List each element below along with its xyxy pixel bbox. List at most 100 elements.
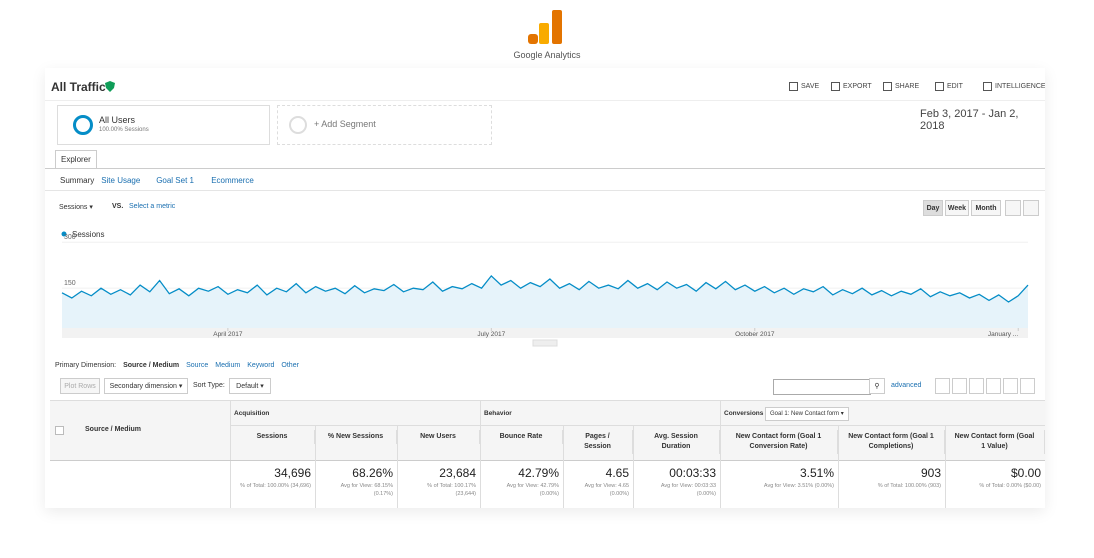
- explorer-tab[interactable]: Explorer: [55, 150, 97, 169]
- report-title: All Traffic: [51, 80, 106, 94]
- date-range[interactable]: Feb 3, 2017 - Jan 2, 2018: [920, 108, 1019, 132]
- action-icon: [831, 82, 840, 91]
- chart-type-button[interactable]: [1005, 200, 1021, 216]
- column-divider: [397, 425, 398, 508]
- add-segment-text: + Add Segment: [314, 119, 376, 129]
- column-header[interactable]: Bounce Rate: [480, 430, 563, 444]
- column-header[interactable]: % New Sessions: [315, 430, 397, 444]
- view-button[interactable]: [952, 378, 967, 394]
- sort-type-label: Sort Type:: [193, 382, 225, 389]
- totals-row-bg: [50, 460, 1045, 508]
- column-divider: [480, 425, 481, 508]
- analytics-panel: All Traffic All Users 100.00% Sessions +…: [45, 68, 1045, 508]
- total-value: 68.26%: [352, 466, 393, 480]
- period-button[interactable]: Week: [945, 200, 969, 216]
- column-header[interactable]: New Users: [397, 430, 480, 444]
- primary-dimension-bar: Primary Dimension: Source / Medium Source M…: [55, 362, 299, 369]
- conversion-goal: Goal 1: New Contact form: [770, 411, 840, 417]
- toolbar-action[interactable]: INTELLIGENCE: [995, 83, 1045, 90]
- column-header[interactable]: New Contact form (Goal 1 Completions): [838, 430, 945, 454]
- conversion-select[interactable]: Goal 1: New Contact form ▾: [765, 407, 849, 421]
- x-tick-label: October 2017: [735, 331, 775, 338]
- view-button[interactable]: [986, 378, 1001, 394]
- divider: [45, 190, 1045, 191]
- action-icon: [883, 82, 892, 91]
- table-header-bg: [50, 400, 1045, 461]
- total-value: 42.79%: [518, 466, 559, 480]
- period-button[interactable]: Day: [923, 200, 943, 216]
- period-button[interactable]: Month: [971, 200, 1001, 216]
- sort-default: Default: [236, 383, 259, 390]
- plot-rows[interactable]: Plot Rows: [60, 378, 100, 394]
- total-value: 4.65: [605, 466, 629, 480]
- segment-name: All Users: [99, 115, 136, 125]
- group-header: Behavior: [484, 410, 512, 417]
- dimension-option[interactable]: Keyword: [247, 362, 275, 369]
- metric-select[interactable]: Sessions ▾: [59, 204, 93, 211]
- group-header: Acquisition: [234, 410, 270, 417]
- total-sub: % of Total: 100.17% (23,644): [427, 483, 476, 497]
- view-button[interactable]: [969, 378, 984, 394]
- x-axis-band: [62, 328, 1028, 338]
- toolbar-action[interactable]: EXPORT: [843, 83, 872, 90]
- select-all-checkbox[interactable]: [55, 426, 64, 435]
- subtab[interactable]: Ecommerce: [211, 176, 254, 185]
- dimension-option[interactable]: Medium: [215, 362, 241, 369]
- column-divider: [563, 425, 564, 508]
- advanced-link[interactable]: advanced: [891, 382, 922, 389]
- column-divider: [838, 425, 839, 508]
- subtab[interactable]: Goal Set 1: [156, 176, 194, 185]
- x-tick-label: April 2017: [213, 331, 243, 338]
- segment-card[interactable]: All Users 100.00% Sessions: [57, 105, 270, 145]
- x-tick-label: July 2017: [477, 331, 505, 338]
- sessions-area: [62, 275, 1028, 328]
- legend-dot: [61, 231, 67, 237]
- total-sub: Avg for View: 42.79% (0.00%): [506, 483, 559, 497]
- segment-sub: 100.00% Sessions: [99, 127, 149, 133]
- chart-resize-handle[interactable]: [532, 339, 558, 347]
- column-divider: [633, 425, 634, 508]
- select-metric[interactable]: Select a metric: [129, 203, 176, 210]
- subtab[interactable]: Site Usage: [101, 176, 141, 185]
- group-header: Conversions: [724, 410, 764, 417]
- total-sub: % of Total: 0.00% ($0.00): [979, 483, 1041, 489]
- subtab[interactable]: Summary: [60, 176, 95, 185]
- search-button[interactable]: ⚲: [869, 378, 885, 394]
- dimension-option[interactable]: Other: [281, 362, 299, 369]
- column-header[interactable]: Sessions: [230, 430, 315, 444]
- toolbar-action[interactable]: SAVE: [801, 83, 820, 90]
- column-header[interactable]: New Contact form (Goal 1 Value): [945, 430, 1045, 454]
- view-button[interactable]: [1020, 378, 1035, 394]
- secondary-dimension[interactable]: Secondary dimension ▾: [104, 378, 188, 394]
- column-header[interactable]: Pages / Session: [563, 430, 633, 454]
- sessions-chart: Sessions 150 300 April 2017 July 2017 October…: [61, 230, 1029, 347]
- action-icon: [935, 82, 944, 91]
- data-table: Source / Medium Acquisition Behavior Conver…: [50, 400, 1045, 508]
- column-divider: [720, 425, 721, 508]
- total-value: 34,696: [274, 466, 311, 480]
- total-sub: % of Total: 100.00% (903): [877, 483, 941, 489]
- view-button[interactable]: [1003, 378, 1018, 394]
- dimension-option: Source / Medium: [123, 362, 180, 369]
- total-value: $0.00: [1010, 466, 1041, 480]
- verified-icon: [105, 81, 115, 92]
- sort-type-select[interactable]: Default ▾: [229, 378, 271, 394]
- total-sub: Avg for View: 4.65 (0.00%): [584, 483, 629, 497]
- search-box[interactable]: [773, 379, 871, 395]
- add-segment[interactable]: + Add Segment: [277, 105, 492, 145]
- group-divider: [230, 400, 231, 508]
- dimension-options: Source / Medium Source Medium Keyword Other: [116, 362, 299, 369]
- y-tick-label: 300: [64, 234, 76, 241]
- toolbar-action[interactable]: SHARE: [895, 83, 920, 90]
- total-sub: Avg for View: 00:03:33 (0.00%): [660, 483, 716, 497]
- column-header[interactable]: New Contact form (Goal 1 Conversion Rate…: [720, 430, 838, 454]
- motion-chart-button[interactable]: [1023, 200, 1039, 216]
- divider: [45, 168, 1045, 169]
- legend-label: Sessions: [72, 230, 104, 239]
- y-tick-label: 150: [64, 280, 76, 287]
- column-header[interactable]: Avg. Session Duration: [633, 430, 720, 454]
- logo-text: Google Analytics: [513, 50, 581, 60]
- toolbar-action[interactable]: EDIT: [947, 83, 963, 90]
- view-button[interactable]: [935, 378, 950, 394]
- dimension-option[interactable]: Source: [186, 362, 209, 369]
